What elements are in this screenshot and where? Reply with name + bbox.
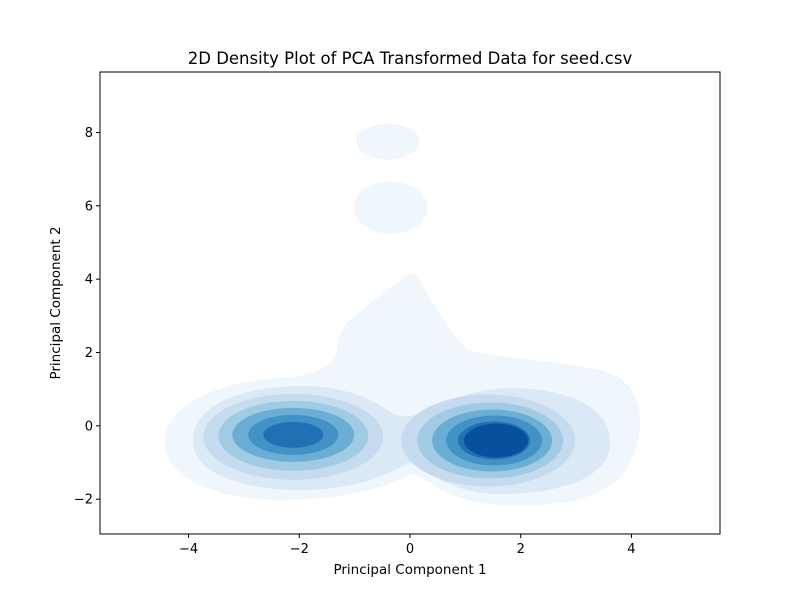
y-axis-ticks: −2 0 2 4 6 8 bbox=[74, 126, 100, 508]
chart-title: 2D Density Plot of PCA Transformed Data … bbox=[188, 49, 633, 68]
x-tick-label: 0 bbox=[406, 542, 414, 557]
y-tick-label: 6 bbox=[85, 199, 93, 214]
density-contour-upper-top bbox=[355, 123, 420, 160]
y-tick-label: 2 bbox=[85, 346, 93, 361]
density-contour-right-8 bbox=[464, 423, 529, 458]
y-tick-label: 8 bbox=[85, 126, 93, 141]
y-tick-label: 4 bbox=[85, 273, 93, 288]
density-contour-upper-mid bbox=[353, 181, 428, 234]
y-tick-label: 0 bbox=[85, 419, 93, 434]
x-tick-label: 2 bbox=[517, 542, 525, 557]
x-tick-label: −2 bbox=[290, 542, 309, 557]
x-axis-ticks: −4 −2 0 2 4 bbox=[179, 534, 636, 557]
x-axis-label: Principal Component 1 bbox=[333, 562, 486, 578]
y-tick-label: −2 bbox=[74, 493, 93, 508]
density-contour-left-7 bbox=[263, 421, 324, 448]
density-contours bbox=[164, 123, 641, 506]
x-tick-label: 4 bbox=[627, 542, 635, 557]
x-tick-label: −4 bbox=[179, 542, 198, 557]
y-axis-label: Principal Component 2 bbox=[48, 226, 64, 379]
